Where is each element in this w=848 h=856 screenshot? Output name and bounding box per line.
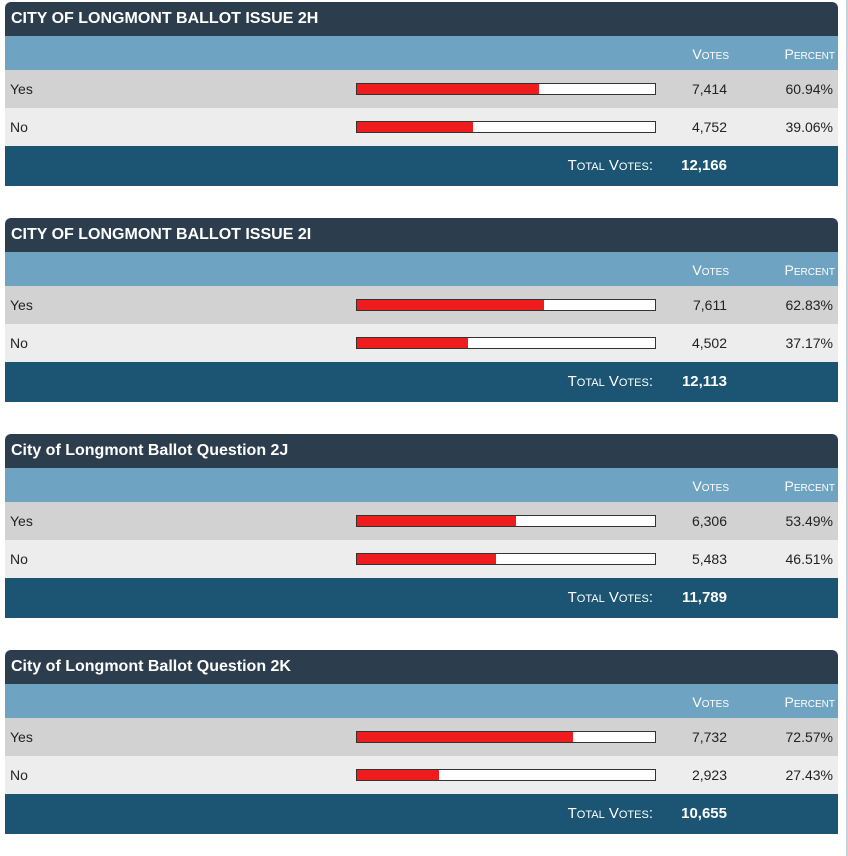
- contest-title: City of Longmont Ballot Question 2K: [5, 650, 838, 684]
- option-label: No: [10, 335, 28, 351]
- contest-panel: City of Longmont Ballot Question 2K Vote…: [5, 650, 838, 834]
- option-row: No 5,483 46.51%: [5, 540, 838, 578]
- contest-column-header: Votes Percent: [5, 684, 838, 718]
- votes-column-header: Votes: [692, 694, 729, 710]
- option-percent: 72.57%: [785, 729, 833, 745]
- vote-share-bar: [356, 337, 656, 349]
- vote-share-bar-fill: [357, 554, 496, 564]
- option-label: Yes: [10, 297, 33, 313]
- total-votes-label: Total Votes:: [567, 157, 653, 174]
- option-votes: 7,611: [693, 297, 727, 313]
- option-label: Yes: [10, 729, 33, 745]
- option-row: No 2,923 27.43%: [5, 756, 838, 794]
- total-votes-value: 10,655: [681, 805, 727, 822]
- contest-title: CITY OF LONGMONT BALLOT ISSUE 2I: [5, 218, 838, 252]
- total-votes-label: Total Votes:: [567, 589, 653, 606]
- contest-title: CITY OF LONGMONT BALLOT ISSUE 2H: [5, 2, 838, 36]
- option-label: No: [10, 119, 28, 135]
- option-label: Yes: [10, 81, 33, 97]
- option-row: Yes 6,306 53.49%: [5, 502, 838, 540]
- option-row: Yes 7,611 62.83%: [5, 286, 838, 324]
- vote-share-bar: [356, 769, 656, 781]
- votes-column-header: Votes: [692, 262, 729, 278]
- percent-column-header: Percent: [784, 478, 835, 494]
- contest-total-row: Total Votes: 12,166: [5, 146, 838, 186]
- votes-column-header: Votes: [692, 478, 729, 494]
- vote-share-bar-fill: [357, 770, 439, 780]
- option-label: No: [10, 767, 28, 783]
- vote-share-bar-fill: [357, 338, 468, 348]
- total-votes-value: 12,113: [681, 373, 727, 390]
- vote-share-bar-fill: [357, 732, 574, 742]
- votes-column-header: Votes: [692, 46, 729, 62]
- option-votes: 4,502: [691, 335, 727, 351]
- percent-column-header: Percent: [784, 694, 835, 710]
- total-votes-label: Total Votes:: [567, 373, 653, 390]
- contest-panel: CITY OF LONGMONT BALLOT ISSUE 2H Votes P…: [5, 2, 838, 186]
- option-row: No 4,502 37.17%: [5, 324, 838, 362]
- contest-panel: City of Longmont Ballot Question 2J Vote…: [5, 434, 838, 618]
- option-percent: 37.17%: [785, 335, 833, 351]
- option-label: No: [10, 551, 28, 567]
- option-label: Yes: [10, 513, 33, 529]
- total-votes-label: Total Votes:: [567, 805, 653, 822]
- option-percent: 53.49%: [785, 513, 833, 529]
- vote-share-bar: [356, 553, 656, 565]
- option-row: No 4,752 39.06%: [5, 108, 838, 146]
- option-percent: 62.83%: [785, 297, 833, 313]
- vote-share-bar-fill: [357, 122, 474, 132]
- option-row: Yes 7,414 60.94%: [5, 70, 838, 108]
- option-row: Yes 7,732 72.57%: [5, 718, 838, 756]
- option-percent: 46.51%: [785, 551, 833, 567]
- option-percent: 27.43%: [785, 767, 833, 783]
- vote-share-bar: [356, 83, 656, 95]
- contest-column-header: Votes Percent: [5, 252, 838, 286]
- percent-column-header: Percent: [784, 262, 835, 278]
- contest-title: City of Longmont Ballot Question 2J: [5, 434, 838, 468]
- percent-column-header: Percent: [784, 46, 835, 62]
- option-votes: 7,732: [691, 729, 727, 745]
- option-votes: 7,414: [691, 81, 727, 97]
- contest-column-header: Votes Percent: [5, 468, 838, 502]
- vote-share-bar-fill: [357, 516, 517, 526]
- option-votes: 6,306: [691, 513, 727, 529]
- total-votes-value: 12,166: [681, 157, 727, 174]
- contest-total-row: Total Votes: 12,113: [5, 362, 838, 402]
- option-votes: 5,483: [691, 551, 727, 567]
- contest-total-row: Total Votes: 11,789: [5, 578, 838, 618]
- vote-share-bar: [356, 121, 656, 133]
- contest-total-row: Total Votes: 10,655: [5, 794, 838, 834]
- vote-share-bar: [356, 515, 656, 527]
- contest-panel: CITY OF LONGMONT BALLOT ISSUE 2I Votes P…: [5, 218, 838, 402]
- option-votes: 4,752: [691, 119, 727, 135]
- vote-share-bar: [356, 731, 656, 743]
- vote-share-bar: [356, 299, 656, 311]
- vote-share-bar-fill: [357, 300, 545, 310]
- page-right-border: [846, 0, 848, 856]
- option-votes: 2,923: [691, 767, 727, 783]
- contest-column-header: Votes Percent: [5, 36, 838, 70]
- vote-share-bar-fill: [357, 84, 539, 94]
- total-votes-value: 11,789: [681, 589, 727, 606]
- option-percent: 60.94%: [785, 81, 833, 97]
- option-percent: 39.06%: [785, 119, 833, 135]
